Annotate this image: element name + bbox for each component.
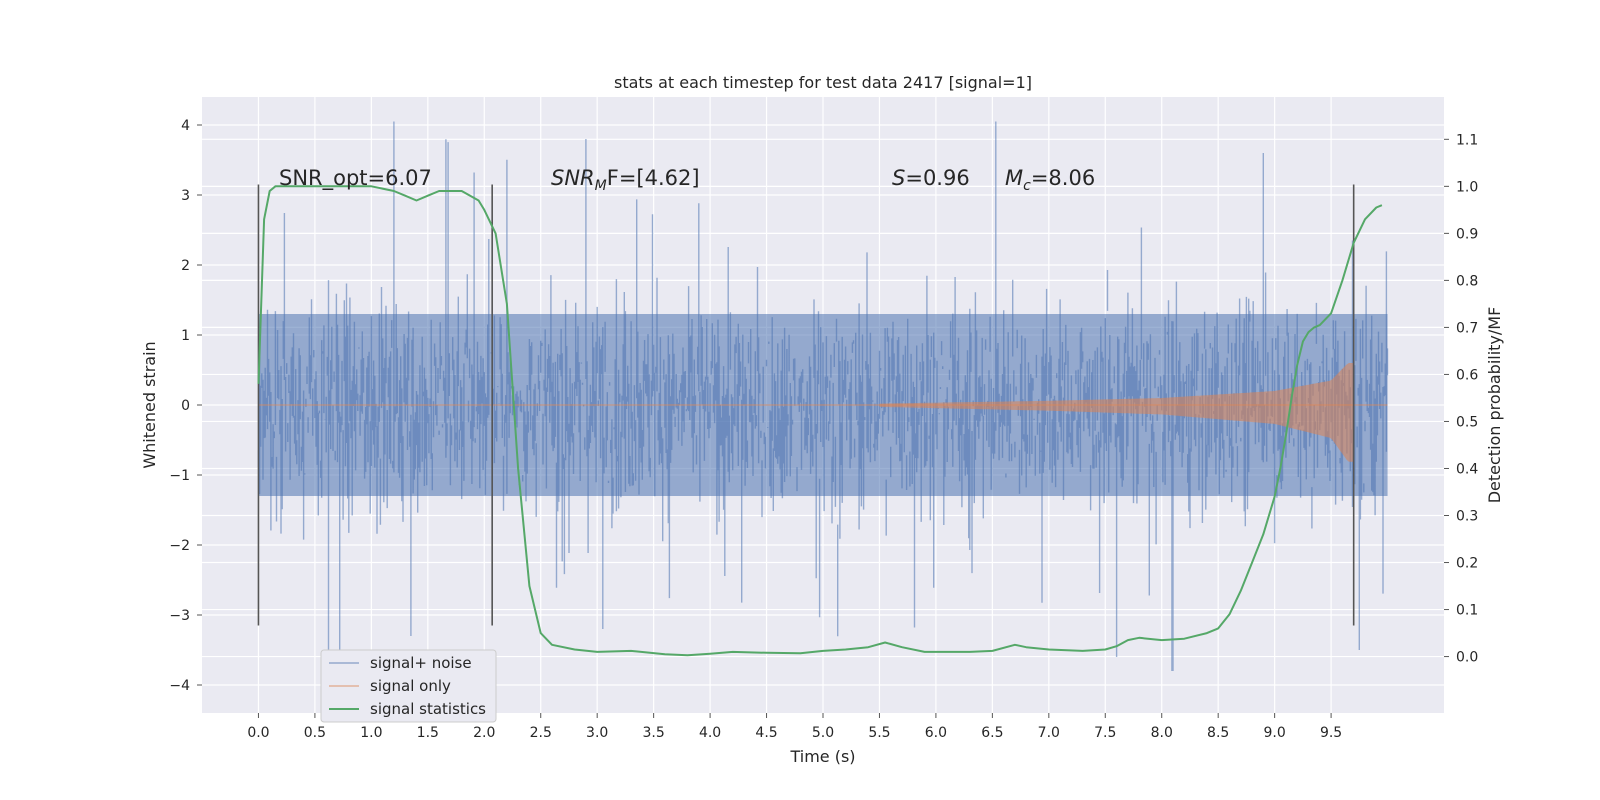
y2-tick-label: 0.1 xyxy=(1456,603,1478,619)
chart-title: stats at each timestep for test data 241… xyxy=(614,73,1032,92)
vertical-markers xyxy=(257,184,1355,626)
x-tick-label: 2.5 xyxy=(530,725,552,741)
legend-label-stats: signal statistics xyxy=(370,700,486,718)
y2-tick-label: 0.6 xyxy=(1456,367,1478,383)
y-tick-label: −3 xyxy=(169,608,190,624)
y-tick-label: −1 xyxy=(169,468,190,484)
y2-tick-label: 0.3 xyxy=(1456,509,1478,525)
y-tick-label: 3 xyxy=(181,188,190,204)
x-tick-label: 6.0 xyxy=(925,725,947,741)
annotation-snr-mf-main: SNR xyxy=(551,166,595,190)
x-tick-label: 6.5 xyxy=(981,725,1003,741)
axis-ticks: 0.0 0.5 1.0 1.5 2.0 2.5 3.0 3.5 4.0 4.5 5.0 5.5 6.0 6… xyxy=(169,118,1478,741)
x-tick-label: 9.5 xyxy=(1320,725,1342,741)
x-tick-label: 3.0 xyxy=(586,725,608,741)
y2-tick-label: 0.5 xyxy=(1456,414,1478,430)
annotations: SNR_opt=6.07 SNRMF=[4.62] S=0.96 Mc=8.06 xyxy=(279,166,1095,194)
y2-tick-label: 0.4 xyxy=(1456,461,1478,477)
x-tick-label: 8.5 xyxy=(1207,725,1229,741)
legend-box xyxy=(320,649,497,723)
x-tick-label: 4.5 xyxy=(755,725,777,741)
x-tick-label: 7.0 xyxy=(1038,725,1060,741)
y2-tick-label: 1.0 xyxy=(1456,179,1478,195)
annotation-snr-opt: SNR_opt=6.07 xyxy=(279,166,432,191)
x-tick-label: 1.0 xyxy=(360,725,382,741)
y2-tick-label: 0.7 xyxy=(1456,320,1478,336)
x-tick-label: 8.0 xyxy=(1151,725,1173,741)
annotation-snr-mf: SNRMF=[4.62] xyxy=(551,166,700,194)
x-axis-label: Time (s) xyxy=(789,747,855,766)
y2-tick-label: 0.9 xyxy=(1456,226,1478,242)
statistics-series xyxy=(257,185,1383,657)
y-tick-label: 4 xyxy=(181,118,190,134)
x-tick-label: 3.5 xyxy=(643,725,665,741)
y2-axis-label: Detection probability/MF xyxy=(1485,307,1504,504)
x-tick-label: 9.0 xyxy=(1264,725,1286,741)
y2-tick-label: 0.2 xyxy=(1456,556,1478,572)
x-tick-label: 1.5 xyxy=(417,725,439,741)
y2-tick-label: 1.1 xyxy=(1456,132,1478,148)
annotation-snr-mf-sub: M xyxy=(595,178,607,194)
signal-series xyxy=(258,363,1388,462)
annotation-mc: Mc=8.06 xyxy=(1005,166,1095,194)
x-tick-label: 7.5 xyxy=(1094,725,1116,741)
statistics-line xyxy=(257,185,1383,657)
y2-tick-label: 0.8 xyxy=(1456,273,1478,289)
annotation-mc-value: =8.06 xyxy=(1031,166,1095,190)
annotation-s-label: S xyxy=(892,166,905,190)
x-tick-label: 4.0 xyxy=(699,725,721,741)
annotation-s-value: =0.96 xyxy=(905,166,969,190)
x-tick-label: 5.0 xyxy=(812,725,834,741)
x-tick-label: 0.5 xyxy=(304,725,326,741)
y-tick-label: 2 xyxy=(181,258,190,274)
legend-label-noise: signal+ noise xyxy=(370,654,472,672)
y-tick-label: 0 xyxy=(181,398,190,414)
annotation-s: S=0.96 xyxy=(892,166,970,190)
annotation-mc-sub: c xyxy=(1023,178,1031,194)
x-tick-label: 2.0 xyxy=(473,725,495,741)
y-tick-label: −4 xyxy=(169,678,190,694)
annotation-mc-label: M xyxy=(1005,166,1023,190)
y2-tick-label: 0.0 xyxy=(1456,650,1478,666)
x-tick-label: 0.0 xyxy=(247,725,269,741)
legend-label-signal: signal only xyxy=(370,677,451,695)
y-axis-label: Whitened strain xyxy=(140,341,159,468)
legend: signal+ noise signal only signal statist… xyxy=(320,649,497,723)
x-tick-label: 5.5 xyxy=(868,725,890,741)
y-tick-label: −2 xyxy=(169,538,190,554)
annotation-snr-mf-rest: F=[4.62] xyxy=(607,166,700,190)
signal-envelope xyxy=(879,363,1354,462)
y-tick-label: 1 xyxy=(181,328,190,344)
